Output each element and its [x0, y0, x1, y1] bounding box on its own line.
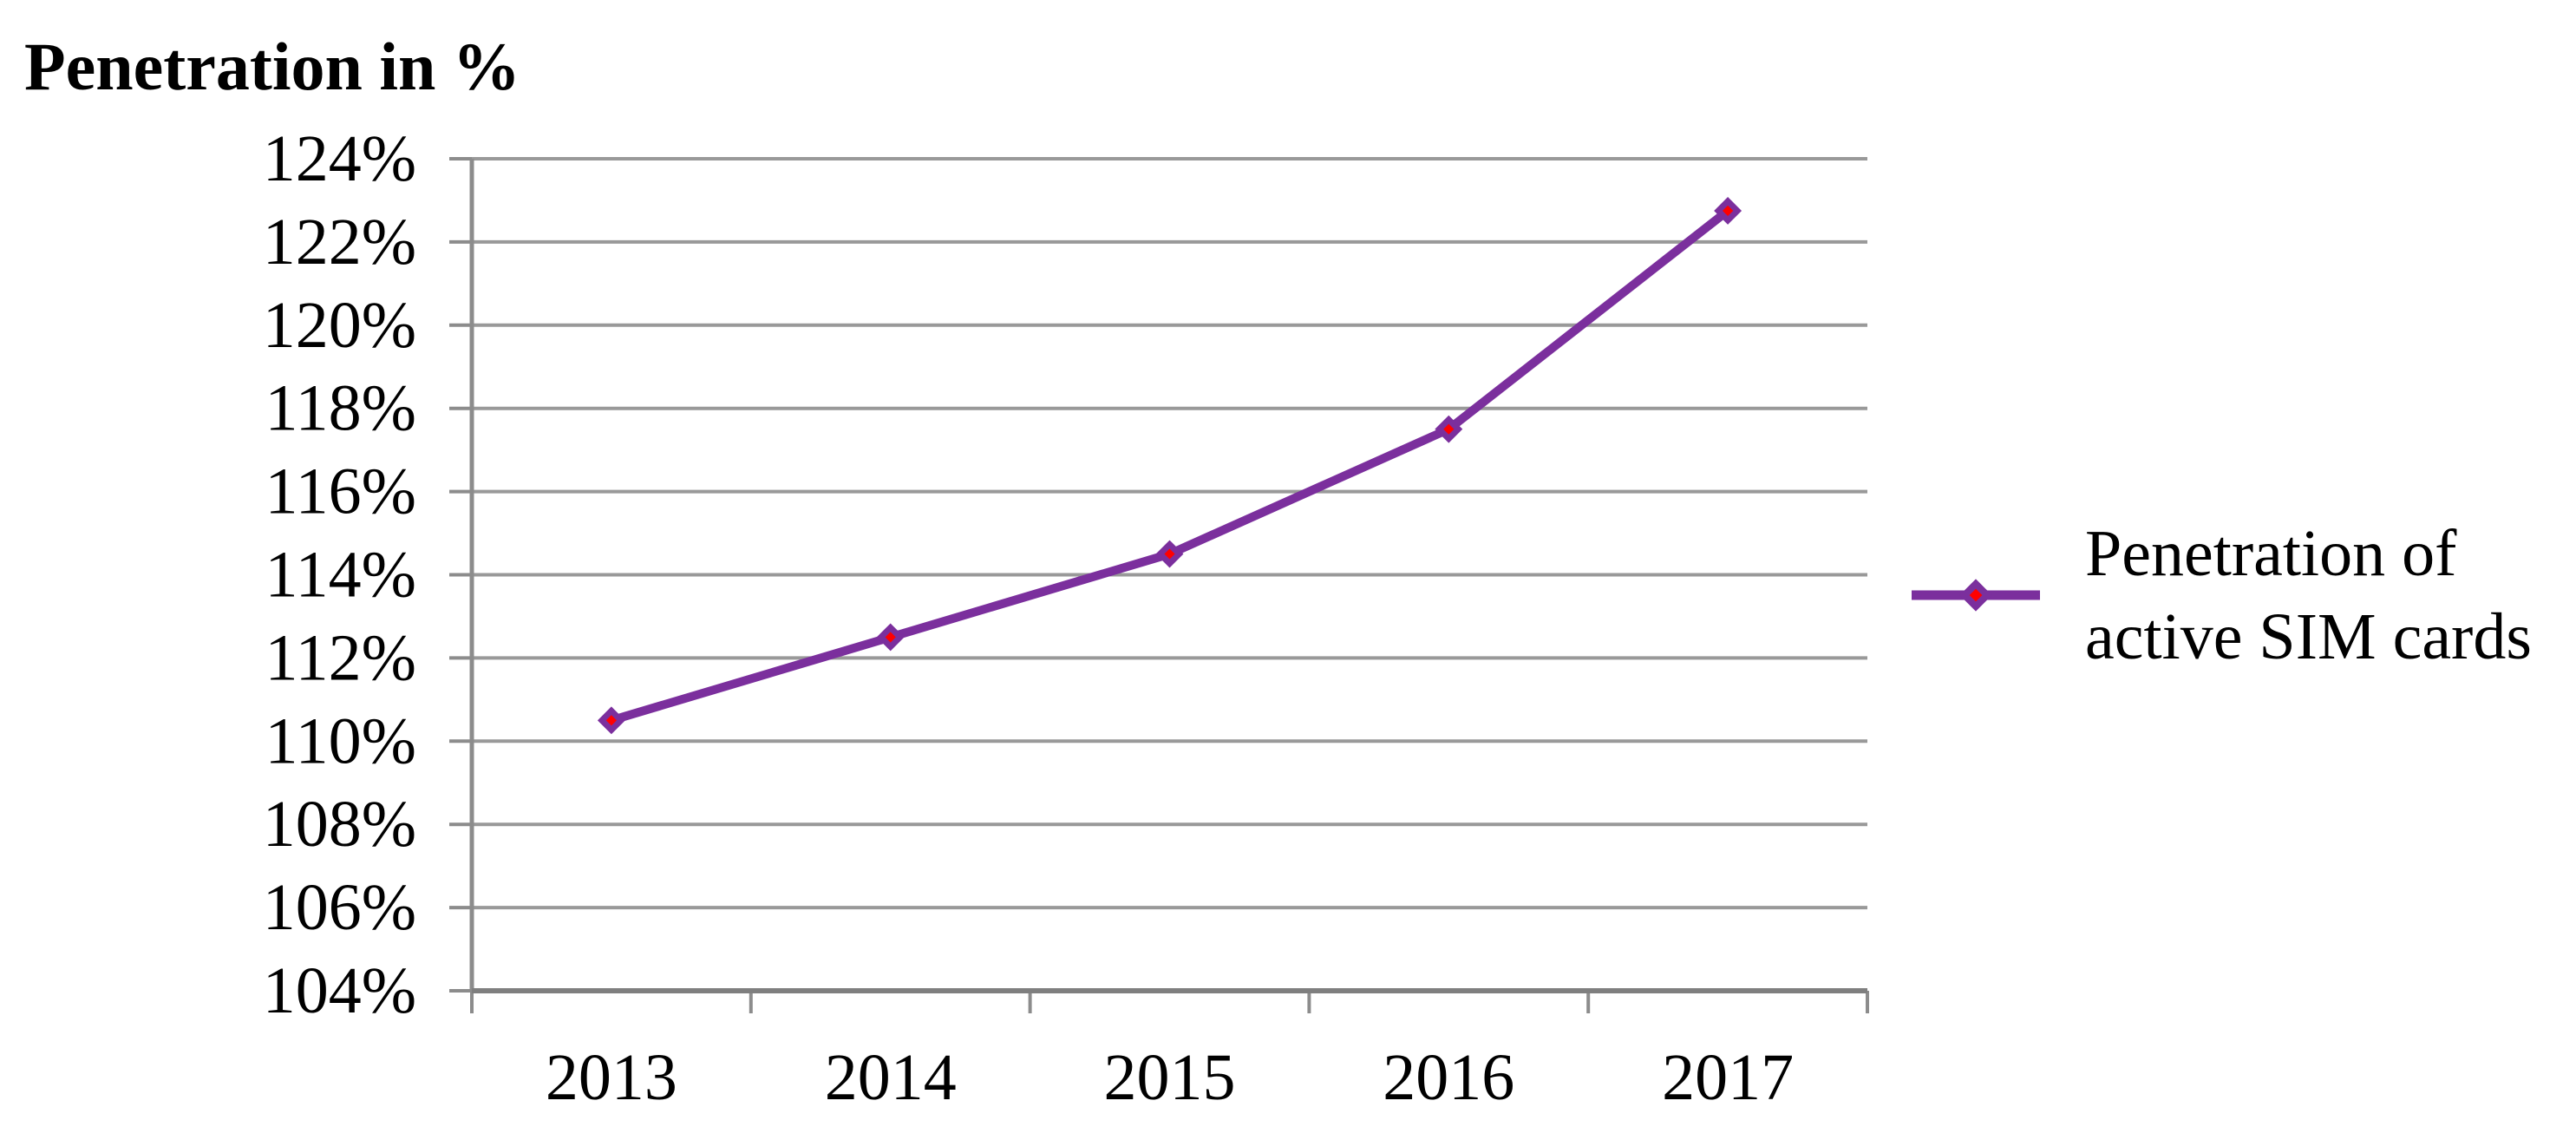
data-point-marker: [1714, 196, 1742, 225]
y-tick-label: 104%: [263, 954, 416, 1027]
data-point-marker: [1155, 540, 1184, 568]
y-tick-label: 114%: [265, 539, 417, 612]
y-tick-label: 124%: [263, 122, 416, 195]
x-tick-label: 2016: [1383, 1041, 1514, 1114]
chart-title: Penetration in %: [24, 29, 520, 104]
series-line: [606, 206, 1733, 725]
y-tick-label: 118%: [265, 372, 417, 445]
legend: Penetration of active SIM cards: [1908, 512, 2571, 678]
y-tick-label: 120%: [263, 289, 416, 362]
y-tick-label: 108%: [263, 788, 416, 861]
x-tick-label: 2014: [825, 1041, 957, 1114]
x-tick-label: 2015: [1104, 1041, 1236, 1114]
y-tick-label: 106%: [263, 871, 416, 944]
data-point-marker: [597, 706, 625, 735]
x-tick-label: 2017: [1662, 1041, 1794, 1114]
y-tick-label: 116%: [265, 455, 417, 528]
data-point-marker: [1435, 415, 1463, 443]
legend-line-marker-key: [1912, 579, 2040, 612]
y-tick-label: 112%: [265, 621, 417, 694]
legend-marker-sample: [1959, 579, 1992, 612]
x-tick-label: 2013: [546, 1041, 677, 1114]
legend-series-label: Penetration of active SIM cards: [2085, 517, 2532, 673]
data-point-marker: [876, 623, 905, 652]
y-tick-label: 122%: [263, 206, 416, 278]
y-tick-label: 110%: [265, 704, 417, 777]
